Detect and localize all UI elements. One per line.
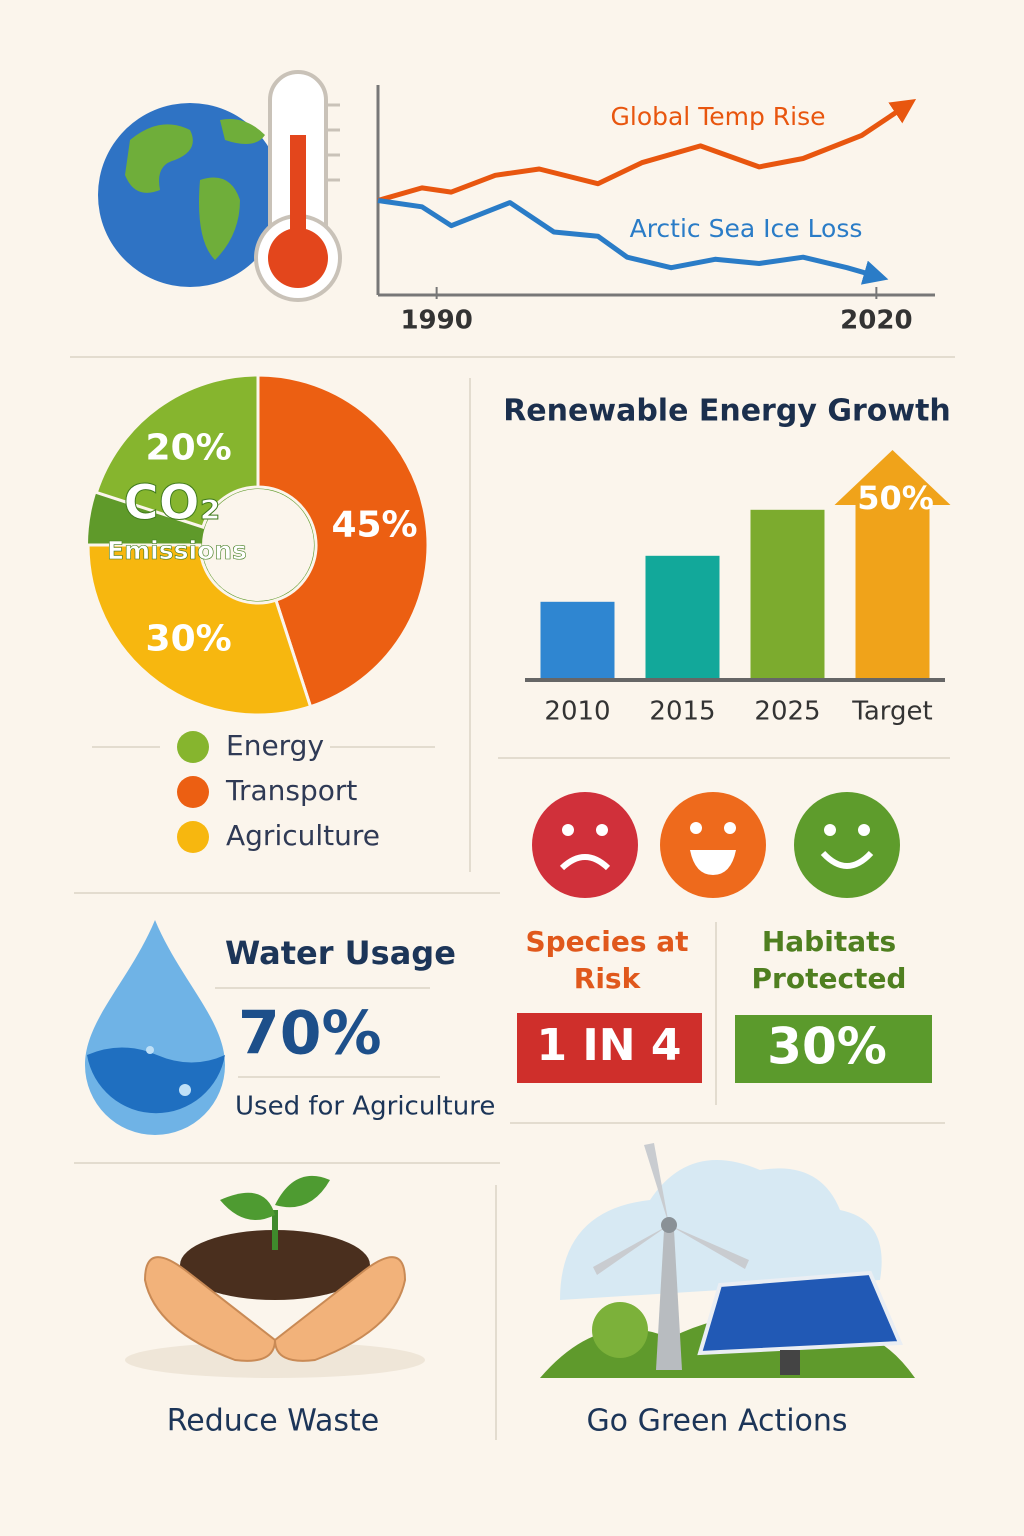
habitats-title: Habitats <box>762 925 896 958</box>
donut-hole <box>202 489 314 601</box>
bar-title: Renewable Energy Growth <box>503 394 951 429</box>
segment-label: 20% <box>146 428 232 469</box>
x-tick-label: 2015 <box>649 697 715 727</box>
globe-icon <box>98 103 282 287</box>
species-title: Risk <box>574 962 642 995</box>
habitats-banner <box>735 1015 932 1083</box>
legend-label: Energy <box>226 729 324 762</box>
species-banner <box>517 1013 702 1083</box>
donut-segment <box>86 543 313 717</box>
donut-subtitle: Emissions <box>107 536 247 565</box>
donut-segment <box>94 373 260 529</box>
series-line <box>377 99 917 203</box>
species-title: Species at <box>525 925 688 958</box>
bar <box>540 601 615 680</box>
x-tick-label: 1990 <box>400 306 472 336</box>
legend-swatch <box>177 776 209 808</box>
habitats-title: Protected <box>752 962 907 995</box>
water-title: Water Usage <box>225 934 456 972</box>
legend-label: Agriculture <box>226 819 380 852</box>
x-tick-label: 2025 <box>754 697 820 727</box>
legend-swatch <box>177 821 209 853</box>
segment-label: 45% <box>331 505 417 546</box>
water-drop-icon <box>85 920 225 1135</box>
x-tick-label: Target <box>851 697 932 727</box>
x-tick-label: 2010 <box>544 697 610 727</box>
legend-label: Transport <box>225 774 357 807</box>
bar-value-label: 50% <box>857 479 934 517</box>
x-tick-label: 2020 <box>840 306 912 336</box>
bar <box>834 450 951 680</box>
habitats-value: 30% <box>767 1018 887 1076</box>
green-energy-icon <box>540 1143 915 1378</box>
segment-label: 30% <box>146 618 232 659</box>
bar <box>750 509 825 680</box>
action-label: Go Green Actions <box>586 1404 847 1439</box>
plant-hands-icon <box>125 1175 425 1378</box>
action-label: Reduce Waste <box>167 1404 379 1439</box>
series-label: Global Temp Rise <box>611 102 826 131</box>
face-icons <box>532 792 900 898</box>
series-label: Arctic Sea Ice Loss <box>630 214 863 243</box>
thermometer-icon <box>254 70 342 302</box>
water-caption: Used for Agriculture <box>235 1092 495 1122</box>
legend-swatch <box>177 731 209 763</box>
separators <box>70 356 955 1440</box>
donut-title: CO₂ <box>123 475 220 531</box>
water-value: 70% <box>238 999 382 1069</box>
species-value: 1 IN 4 <box>536 1020 681 1071</box>
series-line <box>377 198 889 285</box>
bar <box>645 555 720 680</box>
donut-segment <box>256 373 430 709</box>
